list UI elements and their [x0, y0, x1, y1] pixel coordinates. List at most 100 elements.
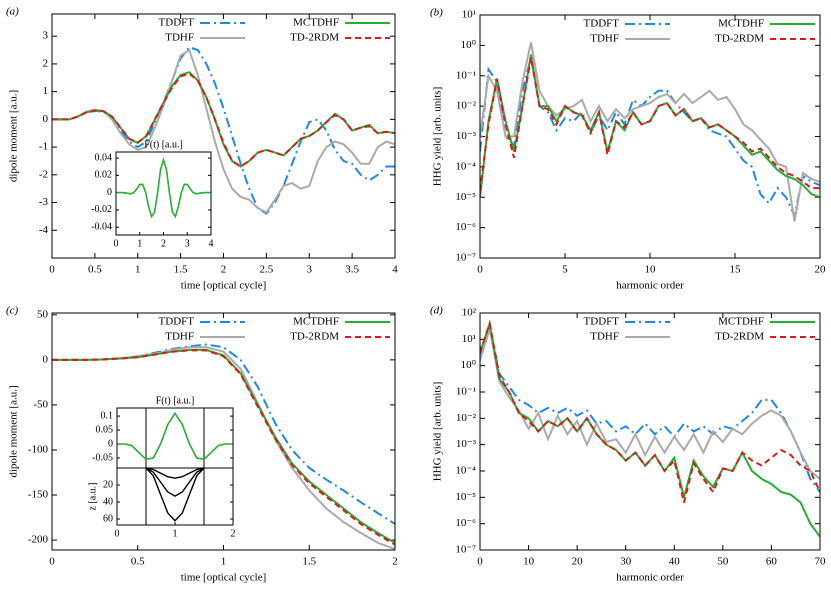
y-axis-label: dipole moment [a.u.] [8, 385, 20, 477]
inset-title: F(t) [a.u.] [144, 139, 183, 150]
series-line [52, 349, 395, 546]
y-tick-label: -0.05 [92, 452, 113, 463]
series-line [480, 319, 820, 503]
legend-label: TD-2RDM [290, 32, 339, 44]
x-tick-label: 60 [766, 556, 778, 568]
legend-label: TDHF [165, 331, 194, 343]
y-tick-label: -4 [39, 224, 49, 236]
y-tick-label: 0.04 [95, 152, 113, 163]
y-axis-label: z [a.u.] [87, 482, 98, 510]
series-line [145, 468, 205, 522]
x-tick-label: 1 [221, 556, 227, 568]
y-tick-label: 10² [462, 307, 477, 319]
y-tick-label: -100 [28, 444, 49, 456]
x-tick-label: 2 [161, 238, 166, 249]
y-axis-label: HHG yield [arb. units] [432, 87, 444, 187]
y-tick-label: 0.02 [95, 170, 113, 181]
panel: 3 2 1 0 -1 -2 -3 -4 0 0.5 1 1.5 2 2.5 3 3.5 4 time [optic… [6, 6, 398, 292]
x-tick-label: 2 [221, 264, 227, 276]
y-tick-label: -50 [33, 398, 48, 410]
y-tick-label: 10⁻¹ [456, 386, 476, 398]
series-line [480, 328, 820, 480]
x-tick-label: 1.5 [174, 264, 188, 276]
x-tick-label: 0.5 [131, 556, 145, 568]
y-tick-label: 50 [37, 308, 49, 320]
y-tick-label: 10⁻⁷ [455, 252, 476, 264]
y-tick-label: 10⁻⁷ [455, 544, 476, 556]
plot-frame [479, 14, 821, 259]
x-tick-label: 3 [185, 238, 190, 249]
y-tick-label: 0 [107, 187, 112, 198]
panel: 10² 10¹ 10⁰ 10⁻¹ 10⁻² 10⁻³ 10⁻⁴ 10⁻⁵ 10⁻⁶ 10⁻⁷0 10… [430, 305, 826, 584]
panel-label: (a) [6, 6, 19, 18]
x-tick-label: 5 [562, 264, 568, 276]
y-tick-label: 10⁻¹ [456, 69, 476, 81]
y-tick-label: -0.02 [91, 204, 112, 215]
x-tick-label: 70 [815, 556, 827, 568]
series-line [145, 468, 205, 479]
y-tick-label: -150 [28, 489, 49, 501]
x-tick-label: 1.5 [302, 556, 316, 568]
inset: 20 40 600 1 2 z [a.u.] [87, 467, 236, 539]
y-tick-label: 10⁻⁶ [455, 221, 476, 233]
y-tick-label: 10⁰ [461, 359, 477, 371]
legend-label: TDHF [590, 331, 619, 343]
x-tick-label: 4 [392, 264, 398, 276]
inset: 0.040.020-0.02-0.040 1 2 3 4F(t) [a.u.] [91, 139, 213, 249]
x-axis-label: time [optical cycle] [181, 280, 267, 292]
panel-label: (c) [6, 305, 19, 317]
x-tick-label: 3.5 [345, 264, 359, 276]
y-tick-label: 10⁻⁴ [455, 465, 476, 477]
x-tick-label: 40 [669, 556, 681, 568]
x-tick-label: 50 [717, 556, 729, 568]
series-line [116, 157, 211, 219]
y-axis-label: HHG yield [arb. units] [432, 382, 444, 482]
series-line [480, 57, 820, 192]
plot-frame [51, 312, 396, 551]
y-tick-label: -2 [39, 168, 48, 180]
y-tick-label: 10⁻³ [456, 438, 477, 450]
y-tick-label: 0 [43, 353, 49, 365]
x-tick-label: 1 [135, 264, 141, 276]
x-tick-label: 4 [209, 238, 214, 249]
y-tick-label: 0.05 [96, 424, 114, 435]
y-tick-label: -0.04 [91, 222, 112, 233]
x-tick-label: 0 [49, 556, 55, 568]
series-line [52, 46, 395, 215]
series-line [480, 54, 820, 199]
legend-label: TD-2RDM [715, 33, 764, 45]
plot-frame [479, 312, 821, 551]
series-line [480, 42, 820, 222]
x-tick-label: 2 [231, 528, 236, 539]
series-line [117, 411, 233, 461]
panel: 10¹ 10⁰ 10⁻¹ 10⁻² 10⁻³ 10⁻⁴ 10⁻⁵ 10⁻⁶ 10⁻⁷0 5 10 15… [430, 7, 826, 292]
x-tick-label: 0 [114, 238, 119, 249]
inset-background [117, 408, 233, 468]
panel-label: (d) [430, 305, 443, 317]
y-tick-label: 10⁻² [456, 412, 477, 424]
inset: 0.1 0.05 0 -0.05 F(t) [a.u.] [92, 395, 234, 469]
series-line [480, 57, 820, 219]
y-tick-label: 20 [103, 479, 113, 490]
x-tick-label: 3 [307, 264, 313, 276]
y-tick-label: 10⁻⁶ [455, 517, 476, 529]
x-tick-label: 15 [730, 264, 742, 276]
y-tick-label: -200 [28, 534, 49, 546]
y-tick-label: 2 [43, 57, 49, 69]
plot-frame [116, 467, 234, 526]
legend-label: MCTDHF [718, 18, 764, 30]
series-line [145, 468, 205, 497]
y-tick-label: 0 [108, 438, 113, 449]
legend-label: TD-2RDM [290, 331, 339, 343]
panel-label: (b) [430, 7, 443, 19]
x-tick-label: 1 [173, 528, 178, 539]
series-line [52, 71, 395, 168]
x-tick-label: 30 [620, 556, 632, 568]
legend-label: MCTDHF [718, 316, 764, 328]
x-tick-label: 10 [645, 264, 657, 276]
legend-label: TDDFT [159, 17, 195, 29]
y-tick-label: 0.1 [101, 410, 114, 421]
legend-label: TDDFT [159, 316, 195, 328]
y-tick-label: -1 [39, 141, 48, 153]
x-tick-label: 0 [49, 264, 55, 276]
